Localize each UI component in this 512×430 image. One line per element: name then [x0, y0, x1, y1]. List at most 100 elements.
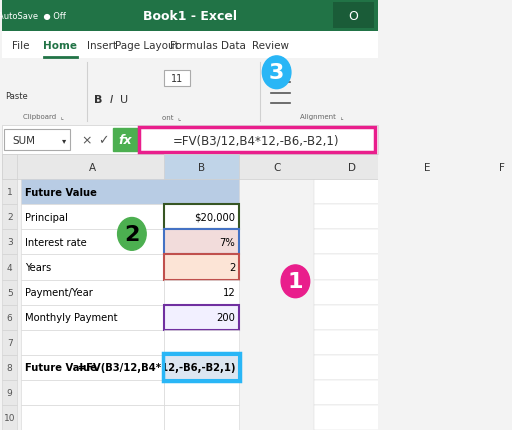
- Text: $20,000: $20,000: [194, 212, 236, 222]
- Text: ×: ×: [81, 134, 92, 147]
- Bar: [164, 155, 239, 180]
- Bar: [464, 355, 512, 380]
- Text: O: O: [349, 9, 358, 23]
- Text: fx: fx: [119, 134, 132, 147]
- Text: Formulas: Formulas: [170, 40, 218, 51]
- Bar: [390, 230, 464, 255]
- Bar: [314, 305, 390, 330]
- Bar: [164, 71, 190, 87]
- Bar: [2, 59, 378, 126]
- Text: Future Value: Future Value: [25, 362, 97, 372]
- Text: Interest rate: Interest rate: [25, 237, 87, 247]
- Text: Future Value: Future Value: [25, 187, 97, 197]
- Bar: [2, 305, 17, 330]
- Bar: [21, 255, 164, 280]
- Bar: [314, 205, 390, 230]
- Bar: [464, 280, 512, 305]
- Text: =FV(B3/12,B4*12,-B6,-B2,1): =FV(B3/12,B4*12,-B6,-B2,1): [173, 134, 339, 147]
- Bar: [314, 255, 390, 280]
- Text: E: E: [424, 162, 430, 172]
- Bar: [21, 380, 164, 405]
- Bar: [2, 330, 17, 355]
- Text: File: File: [12, 40, 30, 51]
- Text: B: B: [94, 95, 102, 105]
- Bar: [464, 230, 512, 255]
- Bar: [164, 230, 239, 255]
- Bar: [2, 205, 17, 230]
- Bar: [390, 180, 464, 205]
- Text: ont  ⌞: ont ⌞: [162, 114, 181, 120]
- Bar: [2, 380, 17, 405]
- Bar: [2, 155, 378, 180]
- Bar: [21, 280, 164, 305]
- Bar: [164, 330, 239, 355]
- Bar: [314, 405, 390, 430]
- Text: Book1 - Excel: Book1 - Excel: [143, 9, 237, 23]
- Circle shape: [281, 265, 310, 298]
- Text: F: F: [499, 162, 505, 172]
- Bar: [314, 380, 390, 405]
- Bar: [314, 180, 390, 205]
- Bar: [21, 405, 164, 430]
- Text: U: U: [120, 95, 129, 105]
- Bar: [314, 230, 390, 255]
- Bar: [113, 129, 138, 151]
- Text: 9: 9: [7, 388, 13, 397]
- Text: Data: Data: [221, 40, 246, 51]
- Text: 200: 200: [217, 313, 236, 322]
- Bar: [21, 355, 164, 380]
- Bar: [164, 205, 239, 230]
- Text: 12: 12: [223, 287, 236, 298]
- Bar: [390, 330, 464, 355]
- Text: ✓: ✓: [98, 134, 108, 147]
- Bar: [390, 355, 464, 380]
- Text: 2: 2: [7, 213, 12, 222]
- Bar: [2, 0, 378, 32]
- Bar: [2, 230, 17, 255]
- Text: C: C: [273, 162, 280, 172]
- Text: 10: 10: [4, 413, 15, 422]
- Bar: [21, 330, 164, 355]
- Text: 6: 6: [7, 313, 13, 322]
- Text: Alignment  ⌞: Alignment ⌞: [300, 114, 344, 120]
- Text: 1: 1: [7, 188, 13, 197]
- Bar: [314, 330, 390, 355]
- Bar: [464, 380, 512, 405]
- Bar: [2, 155, 17, 180]
- Bar: [464, 405, 512, 430]
- Bar: [21, 230, 164, 255]
- Text: Home: Home: [44, 40, 77, 51]
- Text: 4: 4: [7, 263, 12, 272]
- Text: Monthyly Payment: Monthyly Payment: [25, 313, 117, 322]
- Bar: [21, 205, 164, 230]
- Text: SUM: SUM: [12, 135, 35, 145]
- Bar: [390, 280, 464, 305]
- Bar: [4, 130, 70, 150]
- Bar: [314, 355, 390, 380]
- Text: D: D: [348, 162, 356, 172]
- Bar: [2, 405, 17, 430]
- Text: AutoSave  ● Off: AutoSave ● Off: [0, 12, 66, 21]
- Circle shape: [262, 57, 291, 89]
- Bar: [464, 305, 512, 330]
- Bar: [2, 255, 17, 280]
- Bar: [164, 280, 239, 305]
- Bar: [164, 405, 239, 430]
- Bar: [314, 280, 390, 305]
- Text: 11: 11: [171, 74, 183, 84]
- Text: 3: 3: [7, 238, 13, 247]
- Bar: [464, 205, 512, 230]
- Text: Years: Years: [25, 262, 51, 272]
- Bar: [2, 355, 17, 380]
- Text: Review: Review: [252, 40, 289, 51]
- Text: 7%: 7%: [220, 237, 236, 247]
- Bar: [164, 255, 239, 280]
- Text: ▾: ▾: [62, 136, 67, 144]
- Text: 7: 7: [7, 338, 13, 347]
- Bar: [2, 280, 17, 305]
- Bar: [464, 330, 512, 355]
- Bar: [139, 128, 375, 153]
- Bar: [2, 180, 17, 205]
- Text: Page Layout: Page Layout: [115, 40, 179, 51]
- Text: 8: 8: [7, 363, 13, 372]
